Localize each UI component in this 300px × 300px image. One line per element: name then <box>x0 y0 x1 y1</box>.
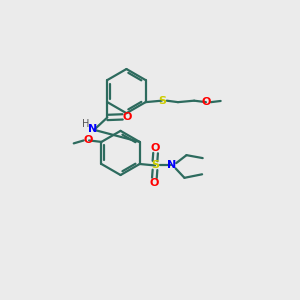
Text: N: N <box>167 160 176 170</box>
Text: O: O <box>151 143 160 153</box>
Text: O: O <box>150 178 159 188</box>
Text: H: H <box>82 119 89 129</box>
Text: O: O <box>123 112 132 122</box>
Text: O: O <box>84 135 93 146</box>
Text: S: S <box>151 160 159 170</box>
Text: O: O <box>202 97 211 107</box>
Text: S: S <box>158 96 166 106</box>
Text: N: N <box>88 124 97 134</box>
